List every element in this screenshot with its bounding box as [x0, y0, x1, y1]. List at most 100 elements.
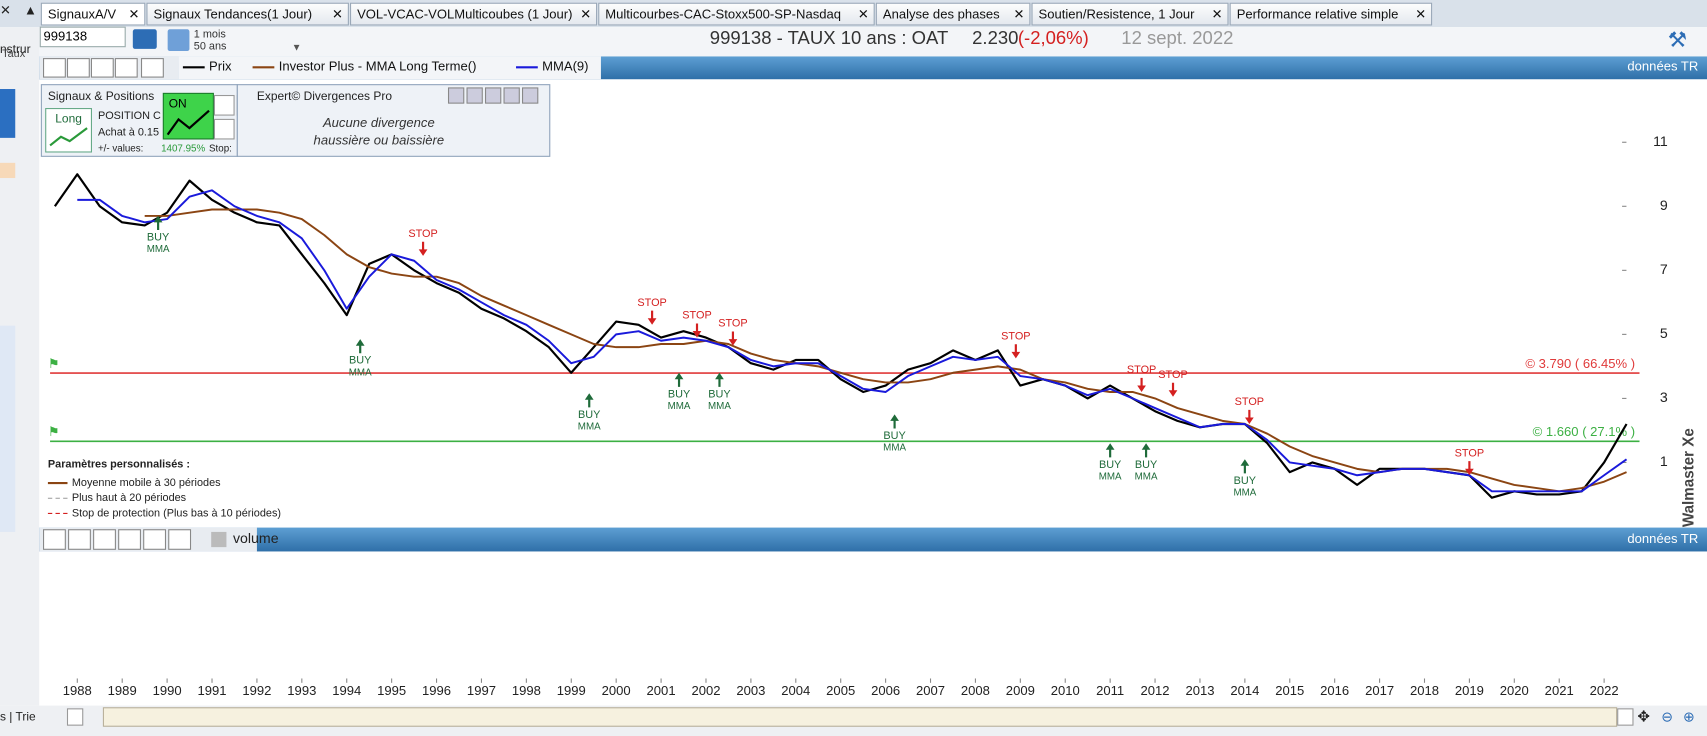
panel-button[interactable]	[503, 87, 520, 104]
x-tick-label: 2013	[1185, 683, 1214, 698]
zoom-out[interactable]: ⊖	[1661, 708, 1673, 724]
sidebar-label: nstrur	[0, 42, 31, 56]
stop-label: STOP	[1001, 331, 1030, 343]
tool-button[interactable]	[68, 529, 91, 550]
volume-label: volume	[233, 530, 279, 546]
x-tick-label: 2015	[1275, 683, 1304, 698]
tab-close[interactable]: ✕	[1014, 7, 1025, 22]
tab[interactable]	[1229, 2, 1433, 26]
tool-button[interactable]	[143, 529, 167, 550]
tool-button[interactable]	[140, 58, 164, 78]
book-button[interactable]	[132, 29, 157, 49]
x-tick-label: 1994	[332, 683, 361, 698]
buy-label: BUY	[883, 430, 905, 442]
panel-button[interactable]	[447, 87, 465, 104]
long-icon	[49, 127, 88, 147]
tab[interactable]	[40, 2, 146, 26]
x-tick-label: 2007	[916, 683, 945, 698]
stop-arrow	[1245, 409, 1254, 425]
dropdown-icon[interactable]: ▼	[292, 42, 302, 53]
tool-button[interactable]	[66, 58, 90, 78]
buy-arrow	[1240, 459, 1250, 474]
tab[interactable]	[350, 2, 598, 26]
tools-icon[interactable]: ⚒	[1668, 27, 1688, 52]
x-tick-label: 1999	[557, 683, 586, 698]
legend-label: Investor Plus - MMA Long Terme()	[279, 59, 477, 74]
tab-close[interactable]: ✕	[128, 7, 139, 22]
stop-arrow	[418, 241, 428, 256]
sidebar-sub: Taux	[2, 48, 26, 60]
buy-sub: MMA	[349, 367, 372, 378]
tool-button[interactable]	[43, 529, 66, 550]
buy-label: BUY	[708, 388, 730, 400]
x-tick-label: 1996	[422, 683, 451, 698]
tab-label: Soutien/Resistence, 1 Jour	[1039, 7, 1196, 22]
pan-icon[interactable]: ✥	[1637, 709, 1650, 726]
symbol-input[interactable]	[39, 26, 126, 48]
bottom-label: s | Trie	[0, 710, 36, 724]
refresh-button[interactable]	[213, 94, 235, 116]
left-strip-block	[0, 325, 16, 532]
x-tick-label: 2000	[602, 683, 631, 698]
x-tick-label: 2016	[1320, 683, 1349, 698]
tab-close[interactable]: ✕	[1212, 7, 1223, 22]
tab-close[interactable]: ✕	[1415, 7, 1426, 22]
x-tick-label: 1990	[153, 683, 182, 698]
tab-close[interactable]: ✕	[580, 7, 591, 22]
stop-label: STOP	[1158, 369, 1187, 381]
x-tick-label: 1998	[512, 683, 541, 698]
tab-close[interactable]: ✕	[858, 7, 869, 22]
buy-arrow	[715, 372, 724, 387]
scroll-right[interactable]	[1617, 708, 1634, 726]
panel-button[interactable]	[466, 87, 483, 104]
tab[interactable]	[1031, 2, 1229, 26]
stop-label: STOP	[1127, 364, 1156, 376]
tab[interactable]	[598, 2, 875, 26]
stop-arrow	[692, 323, 702, 338]
close-icon[interactable]: ✕	[0, 2, 11, 17]
x-tick-label: 2003	[736, 683, 765, 698]
buy-label: BUY	[578, 409, 600, 421]
price-change: (-2,06%)	[1018, 27, 1089, 48]
x-tick-label: 2018	[1410, 683, 1439, 698]
tool-button[interactable]	[114, 58, 138, 78]
x-tick-label: 2019	[1455, 683, 1484, 698]
range-label[interactable]: 50 ans	[194, 41, 227, 53]
entry: Achat à 0.15	[98, 126, 159, 138]
dock-icon[interactable]: ▲	[24, 2, 37, 17]
zoom-in[interactable]: ⊕	[1683, 708, 1695, 724]
tab[interactable]	[146, 2, 349, 26]
period-label[interactable]: 1 mois	[194, 29, 227, 41]
left-strip-block	[0, 89, 16, 138]
x-tick-label: 2002	[691, 683, 720, 698]
tool-button[interactable]	[118, 529, 141, 550]
x-tick-label: 2008	[961, 683, 990, 698]
tool-button[interactable]	[168, 529, 192, 550]
scroll-left[interactable]	[66, 708, 84, 726]
scrollbar[interactable]	[102, 707, 1618, 727]
quote-date: 12 sept. 2022	[1121, 27, 1233, 48]
tab-close[interactable]: ✕	[332, 7, 343, 22]
panel-button[interactable]	[522, 87, 539, 104]
level-icon[interactable]: ⚑	[48, 424, 60, 439]
tool-button[interactable]	[90, 58, 114, 78]
expert-line: Aucune divergence	[322, 115, 435, 130]
settings-button[interactable]	[213, 118, 235, 140]
tool-button[interactable]	[43, 58, 66, 78]
calendar-button[interactable]	[167, 29, 190, 52]
buy-sub: MMA	[1099, 471, 1122, 482]
level-icon[interactable]: ⚑	[48, 356, 60, 371]
tool-button[interactable]	[93, 529, 116, 550]
left-strip-block	[0, 162, 16, 179]
buy-sub: MMA	[708, 401, 731, 412]
y-tick-label: 7	[1660, 261, 1668, 277]
on-toggle[interactable]	[162, 92, 214, 140]
signals-title: Signaux & Positions	[48, 89, 154, 103]
y-tick-label: 5	[1660, 325, 1668, 341]
stop-arrow	[1137, 377, 1146, 393]
watermark: Walmaster Xe	[1681, 428, 1698, 527]
parameters-title: Paramètres personnalisés :	[48, 458, 190, 470]
panel-button[interactable]	[484, 87, 502, 104]
tab[interactable]	[875, 2, 1031, 26]
pl-label: +/- values:	[98, 143, 143, 154]
